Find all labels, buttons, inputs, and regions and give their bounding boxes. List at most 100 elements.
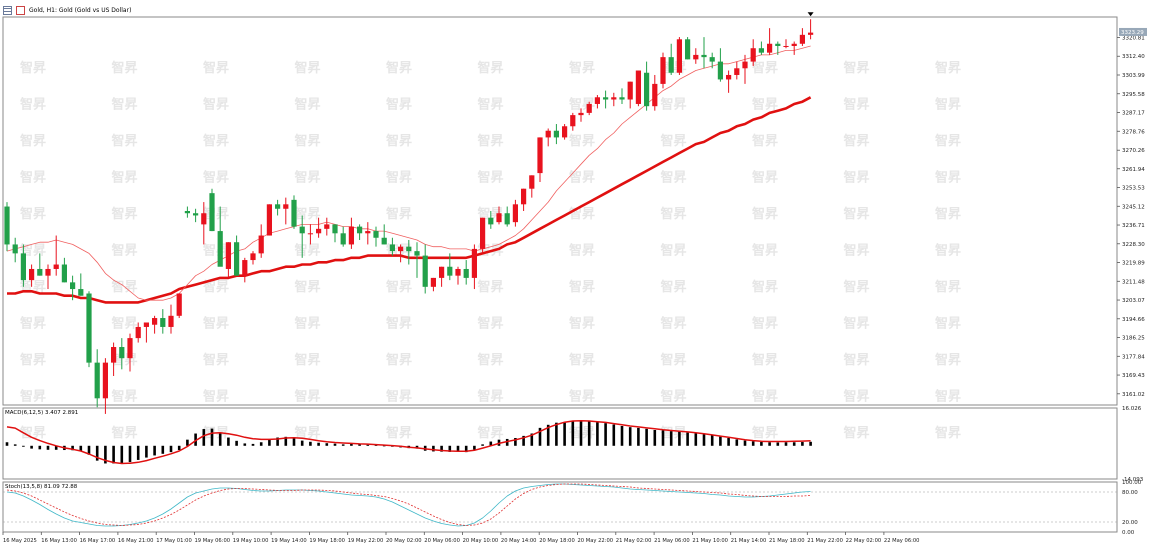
candle-body (299, 226, 305, 234)
macd-bar (276, 437, 279, 446)
candle-body (570, 115, 576, 127)
macd-bar (440, 445, 443, 452)
macd-bar (235, 440, 238, 446)
macd-bar (809, 441, 812, 446)
price-panel (2, 16, 1118, 406)
chart-menu-icon[interactable] (3, 5, 12, 15)
watermark-logo: 智昇 (386, 425, 412, 441)
candle-body (4, 206, 10, 245)
macd-bar (382, 445, 386, 447)
candle-body (545, 130, 551, 138)
watermark-logo: 智昇 (203, 206, 229, 222)
price-tick-label: 3219.89 (1122, 261, 1145, 267)
time-tick-label: 20 May 14:00 (501, 538, 537, 544)
macd-bar (292, 438, 296, 446)
candle-body (275, 204, 281, 209)
watermark-logo: 智昇 (112, 60, 138, 76)
candle-body (619, 97, 625, 100)
chart-header: Gold, H1: Gold (Gold vs US Dollar) (3, 3, 131, 17)
candle-body (283, 204, 289, 209)
candle-body (53, 264, 59, 269)
stoch-tick-label: 100.00 (1122, 480, 1142, 486)
time-tick-label: 21 May 10:00 (692, 538, 728, 544)
candle-body (611, 97, 617, 100)
candle-body (758, 48, 764, 53)
watermark-logo: 智昇 (569, 389, 595, 405)
macd-bar (243, 443, 247, 446)
candle-body (135, 326, 141, 339)
candle-body (414, 251, 420, 256)
candle-body (652, 83, 658, 107)
macd-bar (333, 443, 337, 446)
macd-bar (366, 444, 370, 446)
price-tick-label: 3161.02 (1122, 392, 1145, 398)
time-tick-label: 17 May 01:00 (156, 538, 192, 544)
candle-body (799, 34, 805, 44)
macd-bar (702, 434, 706, 446)
watermark-logo: 智昇 (661, 389, 687, 405)
macd-bar (448, 445, 452, 452)
macd-bar (128, 445, 132, 463)
watermark-logo: 智昇 (935, 352, 961, 368)
price-tick-label: 3236.71 (1122, 223, 1145, 229)
watermark-logo: 智昇 (935, 60, 961, 76)
candle-body (480, 217, 486, 249)
candle-body (111, 347, 117, 363)
price-tick-label: 3245.12 (1122, 204, 1145, 210)
current-price-label: 3323.29 (1121, 30, 1144, 36)
candle-body (775, 43, 781, 46)
candle-body (521, 188, 527, 205)
watermark-logo: 智昇 (844, 206, 870, 222)
watermark-logo: 智昇 (20, 352, 46, 368)
time-tick-label: 21 May 22:00 (807, 538, 843, 544)
watermark-logo: 智昇 (203, 316, 229, 332)
macd-bar (489, 441, 493, 446)
candle-body (685, 39, 691, 60)
macd-bar (177, 445, 181, 451)
time-tick-label: 19 May 06:00 (195, 538, 231, 544)
macd-bar (653, 429, 657, 446)
watermark-logo: 智昇 (935, 170, 961, 186)
candle-body (676, 39, 682, 73)
macd-bar (325, 443, 329, 446)
price-tick-label: 3169.43 (1122, 373, 1145, 379)
candle-body (193, 213, 199, 216)
candle-body (86, 293, 92, 363)
candle-body (152, 318, 158, 325)
watermark-logo: 智昇 (386, 97, 412, 113)
time-tick-label: 16 May 17:00 (80, 538, 116, 544)
time-tick-label: 20 May 10:00 (463, 538, 499, 544)
watermark-logo: 智昇 (935, 97, 961, 113)
macd-bar (776, 442, 780, 446)
macd-bar (22, 445, 25, 447)
close-icon[interactable] (16, 5, 25, 15)
macd-bar (38, 445, 42, 450)
stoch-tick-label: 80.00 (1122, 490, 1138, 496)
candle-body (20, 253, 26, 281)
macd-bar (120, 445, 124, 464)
macd-bar (604, 423, 607, 446)
watermark-logo: 智昇 (112, 133, 138, 149)
macd-bar (300, 440, 304, 446)
candle-body (316, 228, 322, 234)
macd-bar (579, 420, 583, 446)
macd-bar (13, 444, 17, 446)
watermark-logo: 智昇 (295, 97, 321, 113)
candle-body (119, 347, 125, 359)
watermark-logo: 智昇 (844, 170, 870, 186)
stoch-tick-label: 0.00 (1122, 530, 1135, 536)
watermark-logo: 智昇 (295, 389, 321, 405)
watermark-logo: 智昇 (386, 170, 412, 186)
watermark-logo: 智昇 (935, 133, 961, 149)
watermark-logo: 智昇 (844, 243, 870, 259)
watermark-logo: 智昇 (661, 133, 687, 149)
candle-body (398, 246, 404, 252)
watermark-logo: 智昇 (661, 425, 687, 441)
time-tick-label: 19 May 14:00 (271, 538, 307, 544)
candle-body (553, 130, 559, 138)
macd-bar (210, 428, 214, 446)
watermark-logo: 智昇 (844, 133, 870, 149)
watermark-logo: 智昇 (752, 60, 778, 76)
watermark-logo: 智昇 (295, 206, 321, 222)
